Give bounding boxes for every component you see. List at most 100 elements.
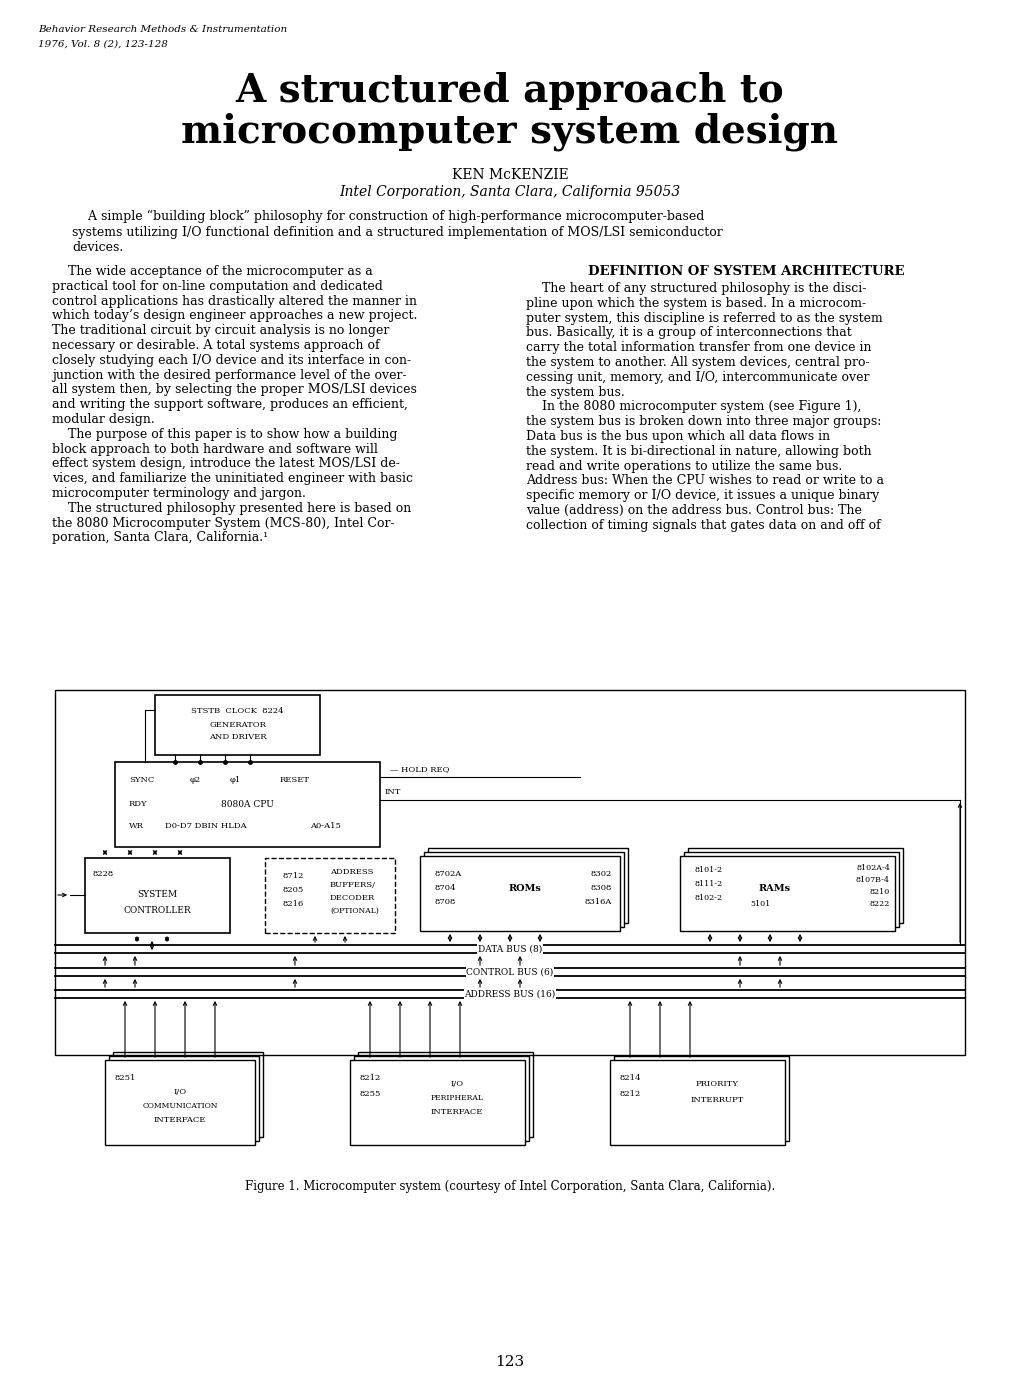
Text: RAMs: RAMs [758,884,791,892]
Text: 5101: 5101 [749,899,769,908]
Text: RESET: RESET [280,776,310,784]
Text: INTERRUPT: INTERRUPT [690,1097,743,1103]
Text: DATA BUS (8): DATA BUS (8) [478,944,541,954]
Text: 8302: 8302 [590,870,611,879]
Bar [109,1056,259,1141]
Text: systems utilizing I/O functional definition and a structured implementation of M: systems utilizing I/O functional definit… [72,225,722,239]
Text: 8101-2: 8101-2 [694,866,722,874]
Text: bus. Basically, it is a group of interconnections that: bus. Basically, it is a group of interco… [526,326,851,340]
Text: 8214: 8214 [620,1074,641,1083]
Text: AND DRIVER: AND DRIVER [209,733,266,741]
Text: 8704: 8704 [434,884,457,892]
Text: 8308: 8308 [590,884,611,892]
Text: The traditional circuit by circuit analysis is no longer: The traditional circuit by circuit analy… [52,325,389,337]
Text: ADDRESS BUS (16): ADDRESS BUS (16) [464,990,555,998]
Text: Behavior Research Methods & Instrumentation: Behavior Research Methods & Instrumentat… [38,25,286,33]
Text: WR: WR [128,822,144,830]
Text: φ2: φ2 [190,776,201,784]
Text: COMMUNICATION: COMMUNICATION [142,1102,217,1110]
Text: φ1: φ1 [229,776,242,784]
Text: CONTROLLER: CONTROLLER [123,906,191,915]
Text: 8205: 8205 [282,886,304,894]
Text: Figure 1. Microcomputer system (courtesy of Intel Corporation, Santa Clara, Cali: Figure 1. Microcomputer system (courtesy… [245,1180,774,1194]
Text: INT: INT [384,788,401,795]
Text: INTERFACE: INTERFACE [154,1116,206,1124]
Text: BUFFERS/: BUFFERS/ [330,881,376,888]
Text: — HOLD REQ: — HOLD REQ [389,765,449,773]
Text: Address bus: When the CPU wishes to read or write to a: Address bus: When the CPU wishes to read… [526,475,883,487]
Text: 8111-2: 8111-2 [694,880,722,888]
Text: junction with the desired performance level of the over-: junction with the desired performance le… [52,369,407,382]
Text: A structured approach to: A structured approach to [235,72,784,110]
Text: 8222: 8222 [869,899,890,908]
Text: 8216: 8216 [282,899,304,908]
Text: KEN McKENZIE: KEN McKENZIE [451,168,568,182]
Bar [609,1060,785,1145]
Bar [55,690,964,1055]
Text: I/O: I/O [450,1080,463,1088]
Text: carry the total information transfer from one device in: carry the total information transfer fro… [526,341,870,354]
Text: all system then, by selecting the proper MOS/LSI devices: all system then, by selecting the proper… [52,383,417,397]
Text: 8708: 8708 [434,898,455,906]
Text: microcomputer system design: microcomputer system design [181,112,838,150]
Bar [85,858,229,933]
Text: control applications has drastically altered the manner in: control applications has drastically alt… [52,294,417,308]
Bar [420,856,620,931]
Text: A0-A15: A0-A15 [310,822,340,830]
Text: microcomputer terminology and jargon.: microcomputer terminology and jargon. [52,487,306,500]
Bar [684,852,898,927]
Text: the system. It is bi-directional in nature, allowing both: the system. It is bi-directional in natu… [526,444,871,458]
Text: A simple “building block” philosophy for construction of high-performance microc: A simple “building block” philosophy for… [72,210,704,223]
Bar [155,695,320,755]
Text: modular design.: modular design. [52,414,155,426]
Text: 8251: 8251 [115,1074,137,1083]
Text: 8107B-4: 8107B-4 [855,876,890,884]
Text: the system bus.: the system bus. [526,386,624,398]
Text: 8316A: 8316A [584,898,611,906]
Text: RDY: RDY [128,799,148,808]
Text: 8102-2: 8102-2 [694,894,722,902]
Text: which today’s design engineer approaches a new project.: which today’s design engineer approaches… [52,310,417,322]
Text: 8255: 8255 [360,1090,381,1098]
Text: INTERFACE: INTERFACE [430,1108,483,1116]
Text: DEFINITION OF SYSTEM ARCHITECTURE: DEFINITION OF SYSTEM ARCHITECTURE [587,265,904,278]
Text: PRIORITY: PRIORITY [695,1080,738,1088]
Text: The purpose of this paper is to show how a building: The purpose of this paper is to show how… [52,428,397,441]
Text: The structured philosophy presented here is based on: The structured philosophy presented here… [52,502,411,515]
Bar [113,1052,263,1137]
Text: vices, and familiarize the uninitiated engineer with basic: vices, and familiarize the uninitiated e… [52,472,413,486]
Text: GENERATOR: GENERATOR [209,720,266,729]
Bar [265,858,394,933]
Text: SYSTEM: SYSTEM [137,890,177,899]
Text: CONTROL BUS (6): CONTROL BUS (6) [466,967,553,977]
Text: STSTB  CLOCK  8224: STSTB CLOCK 8224 [191,706,283,715]
Text: collection of timing signals that gates data on and off of: collection of timing signals that gates … [526,519,879,532]
Text: PERIPHERAL: PERIPHERAL [430,1094,483,1102]
Text: the 8080 Microcomputer System (MCS-80), Intel Cor-: the 8080 Microcomputer System (MCS-80), … [52,516,394,530]
Text: Data bus is the bus upon which all data flows in: Data bus is the bus upon which all data … [526,430,829,443]
Bar [354,1056,529,1141]
Text: D0-D7 DBIN HLDA: D0-D7 DBIN HLDA [165,822,247,830]
Text: 8080A CPU: 8080A CPU [220,799,273,809]
Bar [105,1060,255,1145]
Text: 8212: 8212 [620,1090,641,1098]
Bar [680,856,894,931]
Text: 8228: 8228 [93,870,114,879]
Text: ADDRESS: ADDRESS [330,868,373,876]
Text: 8210: 8210 [869,888,890,897]
Text: SYNC: SYNC [128,776,154,784]
Text: (OPTIONAL): (OPTIONAL) [330,906,378,915]
Text: I/O: I/O [173,1088,186,1097]
Text: DECODER: DECODER [330,894,375,902]
Text: and writing the support software, produces an efficient,: and writing the support software, produc… [52,398,408,411]
Text: poration, Santa Clara, California.¹: poration, Santa Clara, California.¹ [52,532,268,544]
Bar [115,762,380,847]
Text: block approach to both hardware and software will: block approach to both hardware and soft… [52,443,377,455]
Text: The wide acceptance of the microcomputer as a: The wide acceptance of the microcomputer… [52,265,372,278]
Text: cessing unit, memory, and I/O, intercommunicate over: cessing unit, memory, and I/O, intercomm… [526,371,868,384]
Text: necessary or desirable. A total systems approach of: necessary or desirable. A total systems … [52,339,379,353]
Text: 8702A: 8702A [434,870,462,879]
Bar [428,848,628,923]
Text: The heart of any structured philosophy is the disci-: The heart of any structured philosophy i… [526,282,865,296]
Text: the system bus is broken down into three major groups:: the system bus is broken down into three… [526,415,880,429]
